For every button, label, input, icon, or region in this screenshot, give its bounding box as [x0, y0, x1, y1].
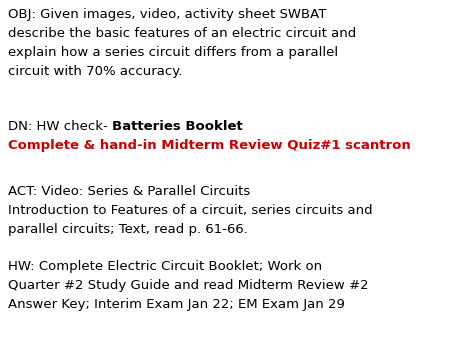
- Text: explain how a series circuit differs from a parallel: explain how a series circuit differs fro…: [8, 46, 338, 59]
- Text: Answer Key; Interim Exam Jan 22; EM Exam Jan 29: Answer Key; Interim Exam Jan 22; EM Exam…: [8, 298, 345, 311]
- Text: Quarter #2 Study Guide and read Midterm Review #2: Quarter #2 Study Guide and read Midterm …: [8, 279, 369, 292]
- Text: describe the basic features of an electric circuit and: describe the basic features of an electr…: [8, 27, 356, 40]
- Text: Introduction to Features of a circuit, series circuits and: Introduction to Features of a circuit, s…: [8, 204, 373, 217]
- Text: parallel circuits; Text, read p. 61-66.: parallel circuits; Text, read p. 61-66.: [8, 223, 248, 236]
- Text: Complete & hand-in Midterm Review Quiz#1 scantron: Complete & hand-in Midterm Review Quiz#1…: [8, 139, 411, 152]
- Text: HW: Complete Electric Circuit Booklet; Work on: HW: Complete Electric Circuit Booklet; W…: [8, 260, 322, 273]
- Text: DN: HW check-: DN: HW check-: [8, 120, 112, 133]
- Text: ACT: Video: Series & Parallel Circuits: ACT: Video: Series & Parallel Circuits: [8, 185, 250, 198]
- Text: OBJ: Given images, video, activity sheet SWBAT: OBJ: Given images, video, activity sheet…: [8, 8, 326, 21]
- Text: Batteries Booklet: Batteries Booklet: [112, 120, 243, 133]
- Text: circuit with 70% accuracy.: circuit with 70% accuracy.: [8, 65, 182, 78]
